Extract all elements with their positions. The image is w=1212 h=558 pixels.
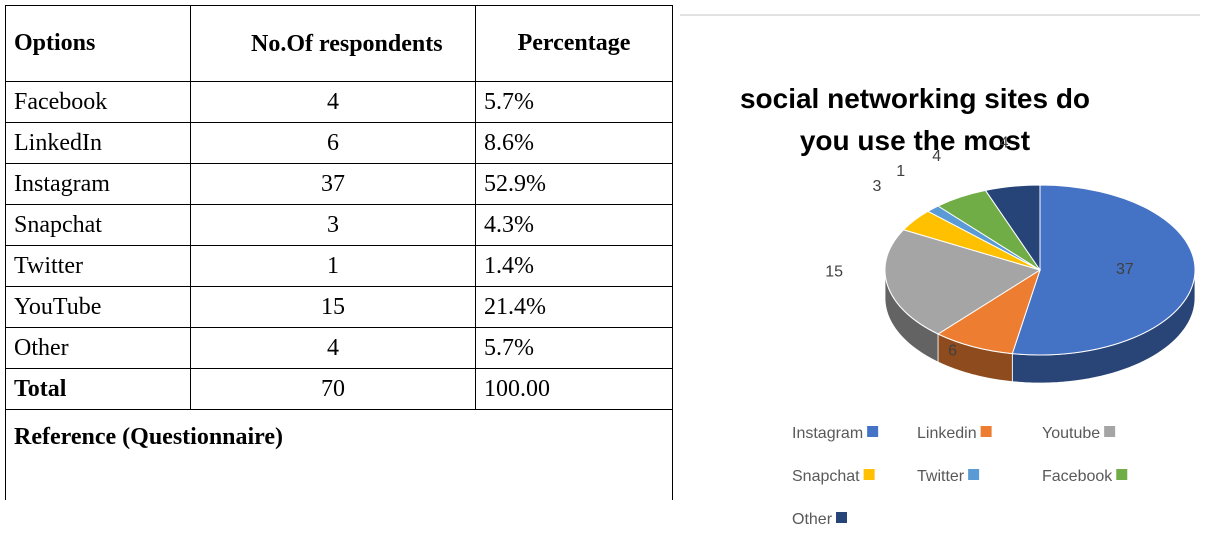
legend-label: Other xyxy=(792,511,833,528)
table-cell: Instagram xyxy=(6,164,191,205)
legend-swatch xyxy=(867,426,878,437)
table-cell: No.Of respondents xyxy=(191,6,476,82)
table-cell: 8.6% xyxy=(476,123,673,164)
table-cell: Other xyxy=(6,328,191,369)
page: OptionsNo.Of respondentsPercentageFacebo… xyxy=(0,0,1212,558)
table-cell: Snapchat xyxy=(6,205,191,246)
legend-label: Youtube xyxy=(1042,425,1100,442)
table-row: Reference (Questionnaire) xyxy=(6,410,673,501)
data-label: 37 xyxy=(1116,261,1134,278)
table-cell: 52.9% xyxy=(476,164,673,205)
data-label: 15 xyxy=(825,263,843,280)
data-label: 3 xyxy=(873,178,882,195)
table-cell: 37 xyxy=(191,164,476,205)
table-cell: 4.3% xyxy=(476,205,673,246)
table-cell: 4 xyxy=(191,82,476,123)
legend-swatch xyxy=(1104,426,1115,437)
table-cell: 4 xyxy=(191,328,476,369)
table-cell: Percentage xyxy=(476,6,673,82)
legend-swatch xyxy=(1116,469,1127,480)
table-cell: Facebook xyxy=(6,82,191,123)
table-cell: 70 xyxy=(191,369,476,410)
table-cell: Twitter xyxy=(6,246,191,287)
legend-label: Instagram xyxy=(792,425,863,442)
legend-label: Twitter xyxy=(917,468,965,485)
data-label: 4 xyxy=(932,148,941,165)
table-cell: LinkedIn xyxy=(6,123,191,164)
legend-label: Facebook xyxy=(1042,468,1113,485)
data-label: 4 xyxy=(1000,134,1009,151)
legend-label: Snapchat xyxy=(792,468,860,485)
data-label: 6 xyxy=(948,343,957,360)
table-cell: 15 xyxy=(191,287,476,328)
table-cell: 21.4% xyxy=(476,287,673,328)
table-cell: 100.00 xyxy=(476,369,673,410)
table-cell: 6 xyxy=(191,123,476,164)
legend-swatch xyxy=(981,426,992,437)
table-cell: 1.4% xyxy=(476,246,673,287)
table-cell: YouTube xyxy=(6,287,191,328)
table-cell: Options xyxy=(6,6,191,82)
legend-swatch xyxy=(836,512,847,523)
table-cell: 1 xyxy=(191,246,476,287)
legend-swatch xyxy=(968,469,979,480)
table-cell: 3 xyxy=(191,205,476,246)
table-cell: 5.7% xyxy=(476,328,673,369)
legend-label: Linkedin xyxy=(917,425,977,442)
data-label: 1 xyxy=(896,163,905,180)
table-cell: 5.7% xyxy=(476,82,673,123)
table-cell: Total xyxy=(6,369,191,410)
legend-swatch xyxy=(864,469,875,480)
reference: Reference (Questionnaire) xyxy=(6,410,673,501)
